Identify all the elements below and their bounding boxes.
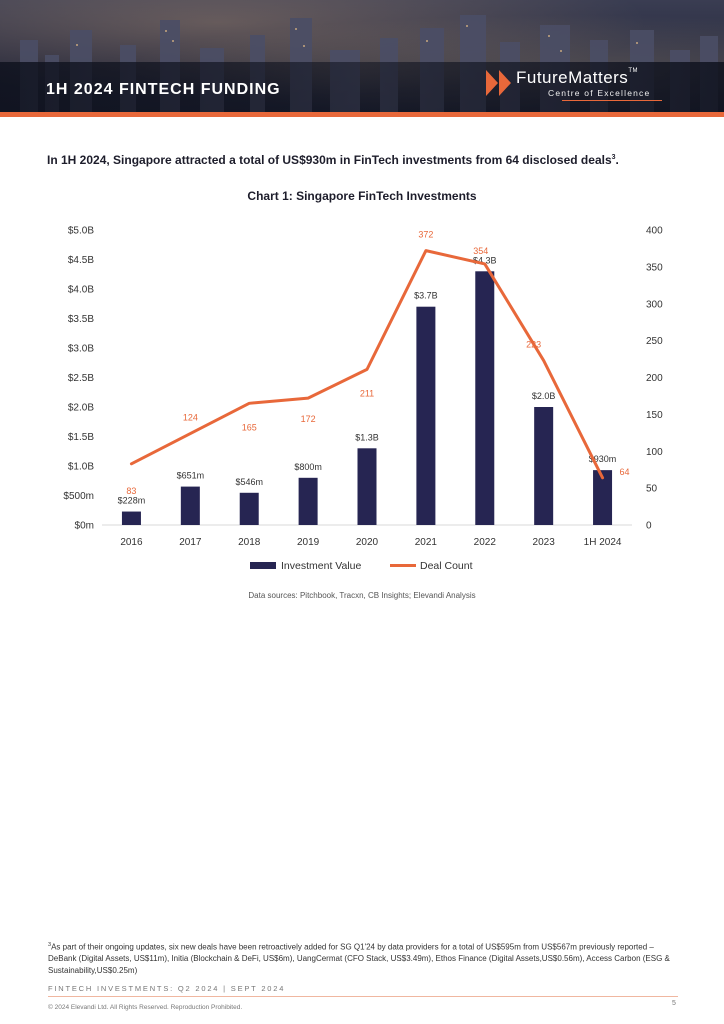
legend-investment-label: Investment Value [281, 560, 362, 572]
y-left-tick-label: $1.5B [68, 432, 94, 443]
deal-count-label: 223 [526, 340, 541, 350]
running-head: FINTECH INVESTMENTS: Q2 2024 | SEPT 2024 [48, 984, 286, 993]
bar-value-label: $1.3B [355, 432, 379, 442]
double-chevron-icon [486, 70, 511, 96]
footer-rule [48, 996, 678, 997]
y-left-tick-label: $0m [75, 521, 94, 532]
investment-chart: $0m $500m $1.0B $1.5B $2.0B $2.5B $3.0B $3.5B $4… [63, 226, 663, 573]
deal-count-label: 124 [183, 413, 198, 423]
y-right-tick-label: 200 [646, 373, 663, 384]
intro-text: In 1H 2024, Singapore attracted a total … [47, 153, 612, 167]
y-left-tick-label: $2.5B [68, 373, 94, 384]
bar-value-label: $930m [589, 454, 617, 464]
deal-count-label: 83 [126, 486, 136, 496]
x-tick-label: 2022 [474, 537, 497, 548]
investment-bar [121, 511, 141, 525]
header-accent-rule [0, 112, 724, 117]
investment-bar [239, 492, 259, 525]
y-right-tick-label: 50 [646, 484, 658, 495]
deal-count-label: 64 [620, 467, 630, 477]
x-tick-label: 2018 [238, 537, 261, 548]
y-left-tick-label: $500m [63, 491, 94, 502]
y-left-tick-label: $2.0B [68, 403, 94, 414]
y-left-tick-label: $4.5B [68, 255, 94, 266]
y-right-tick-label: 150 [646, 410, 663, 421]
x-tick-label: 2020 [356, 537, 379, 548]
y-left-tick-label: $4.0B [68, 285, 94, 296]
x-tick-label: 2016 [120, 537, 143, 548]
y-left-tick-label: $3.5B [68, 314, 94, 325]
logo-subtitle: Centre of Excellence [548, 88, 651, 98]
logo-brand: FutureMatters [516, 68, 629, 87]
footnote-text: As part of their ongoing updates, six ne… [48, 942, 670, 975]
legend-investment-swatch [250, 562, 276, 569]
y-left-tick-label: $3.0B [68, 344, 94, 355]
investment-bar [416, 306, 436, 525]
chart-title: Chart 1: Singapore FinTech Investments [247, 189, 477, 203]
deal-count-label: 372 [418, 230, 433, 240]
deal-count-label: 165 [242, 422, 257, 432]
bar-value-label: $546m [235, 477, 263, 487]
deal-count-label: 354 [473, 246, 488, 256]
bar-value-label: $4.3B [473, 255, 497, 265]
investment-bar [593, 470, 613, 525]
footnote-marker: 3 [48, 942, 52, 948]
x-tick-label: 2023 [533, 537, 556, 548]
header-banner [0, 0, 724, 112]
investment-bar [357, 448, 377, 525]
logo-underline [562, 100, 662, 101]
x-tick-label: 1H 2024 [584, 537, 622, 548]
deal-count-line [129, 249, 605, 480]
investment-bar [298, 477, 318, 525]
deal-count-label: 172 [301, 414, 316, 424]
logo-trademark: TM [628, 68, 638, 74]
logo-wordmark: FutureMattersTM [516, 68, 638, 88]
futurematters-logo: FutureMattersTM Centre of Excellence [486, 68, 686, 104]
investment-bar [534, 407, 554, 525]
y-right-tick-label: 250 [646, 336, 663, 347]
y-left-tick-label: $1.0B [68, 462, 94, 473]
intro-statement: In 1H 2024, Singapore attracted a total … [47, 153, 619, 167]
copyright: © 2024 Elevandi Ltd. All Rights Reserved… [48, 1004, 243, 1011]
y-right-tick-label: 300 [646, 299, 663, 310]
legend-deal-count-label: Deal Count [420, 560, 473, 572]
x-tick-label: 2017 [179, 537, 202, 548]
page-title: 1H 2024 FINTECH FUNDING [46, 81, 281, 98]
title-band [0, 62, 724, 112]
investment-bar [180, 486, 200, 525]
footnote-reference: 3 [611, 154, 616, 161]
footnote: 3As part of their ongoing updates, six n… [48, 940, 680, 976]
bar-value-label: $651m [177, 471, 205, 481]
investment-bar [475, 271, 495, 525]
x-tick-label: 2021 [415, 537, 438, 548]
y-right-tick-label: 0 [646, 521, 652, 532]
y-left-tick-label: $5.0B [68, 226, 94, 237]
bar-value-label: $228m [118, 496, 146, 506]
y-right-tick-label: 350 [646, 262, 663, 273]
intro-period: . [615, 153, 619, 167]
bar-value-label: $2.0B [532, 391, 556, 401]
y-right-tick-label: 400 [646, 226, 663, 237]
data-sources: Data sources: Pitchbook, Tracxn, CB Insi… [248, 591, 476, 600]
page-number: 5 [672, 1000, 676, 1007]
bar-value-label: $3.7B [414, 291, 438, 301]
y-right-tick-label: 100 [646, 447, 663, 458]
x-tick-label: 2019 [297, 537, 320, 548]
deal-count-label: 211 [360, 388, 374, 398]
bar-value-label: $800m [294, 462, 322, 472]
